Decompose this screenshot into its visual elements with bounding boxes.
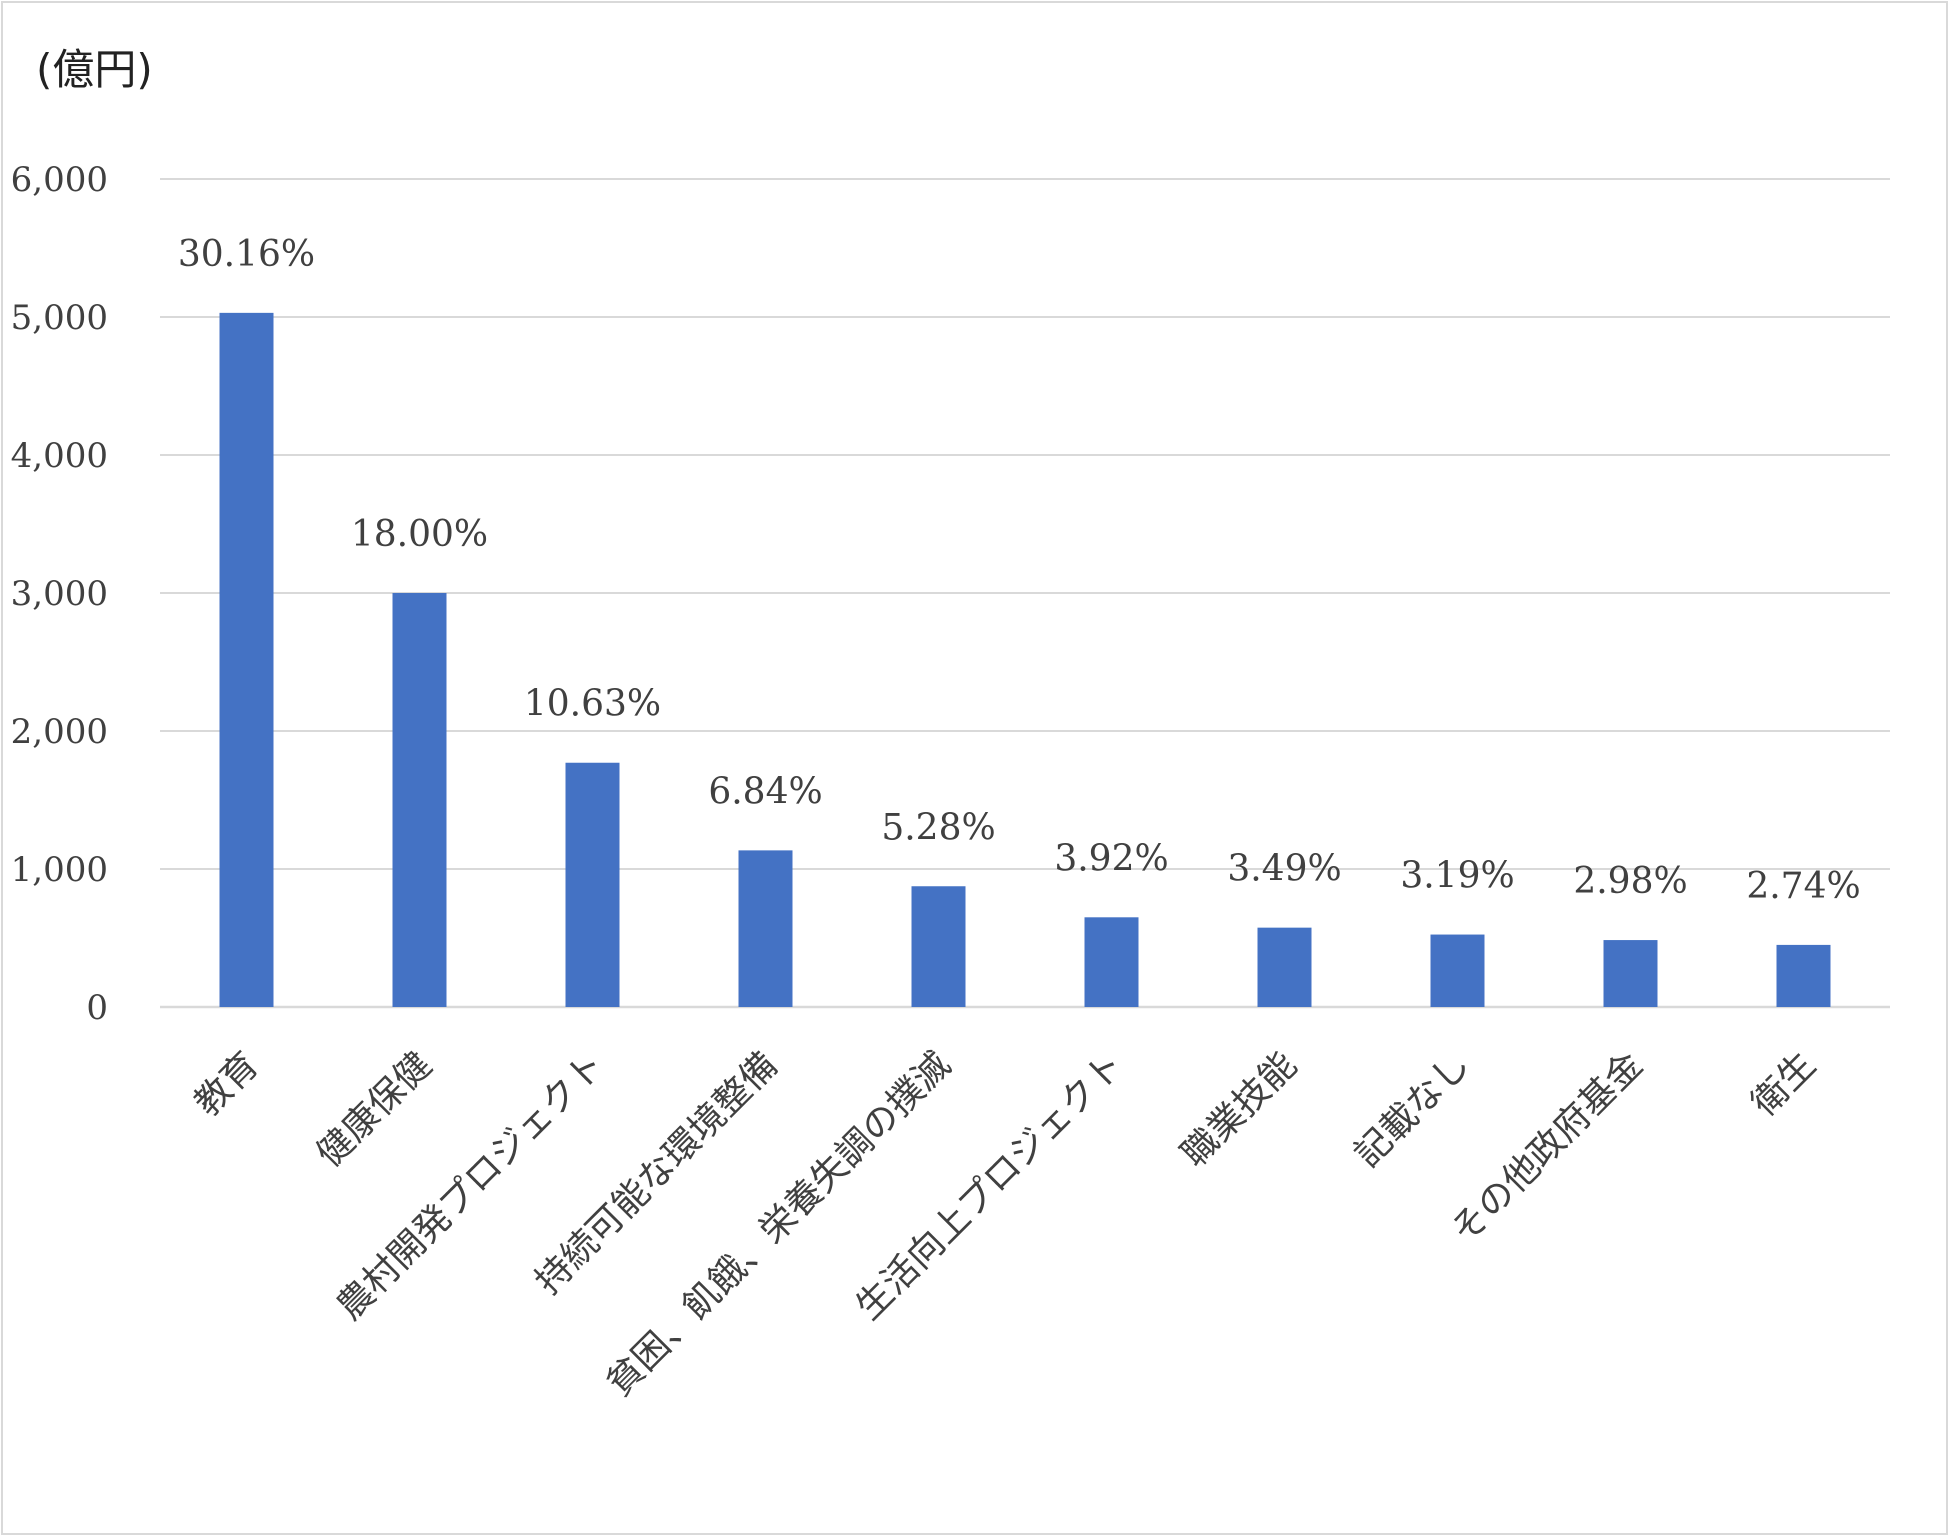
category-label: 貧困、飢餓、栄養失調の撲滅 [599, 1044, 959, 1404]
y-tick-label: 1,000 [11, 850, 108, 890]
bar-1 [219, 312, 274, 1007]
data-label: 3.19% [1400, 856, 1514, 897]
y-tick-label: 0 [86, 988, 108, 1028]
bar-9 [1603, 940, 1658, 1007]
data-label: 10.63% [524, 684, 661, 725]
data-label: 6.84% [708, 771, 822, 812]
bar-3 [565, 762, 620, 1007]
bar-7 [1257, 927, 1312, 1007]
category-label: 衛生 [1744, 1044, 1824, 1124]
category-label: 職業技能 [1174, 1044, 1305, 1175]
category-label: 教育 [187, 1044, 267, 1124]
bars [219, 312, 1831, 1007]
category-labels: 教育 健康保健農村開発プロジェクト持続可能な環境整備貧困、飢餓、栄養失調の撲滅生活… [187, 1044, 1824, 1404]
y-tick-label: 3,000 [11, 574, 108, 614]
y-axis-unit-label: (億円) [36, 45, 153, 94]
data-label: 3.92% [1054, 838, 1168, 879]
gridlines [160, 178, 1890, 1009]
data-label: 18.00% [351, 514, 488, 555]
data-label: 2.74% [1746, 866, 1860, 907]
bar-6 [1084, 917, 1139, 1007]
bar-2 [392, 593, 447, 1007]
data-label: 3.49% [1227, 849, 1341, 890]
y-tick-label: 6,000 [11, 160, 108, 200]
y-axis-ticks: 0 1,000 2,000 3,000 4,000 5,000 6,000 [11, 160, 108, 1028]
y-tick-label: 5,000 [11, 298, 108, 338]
bar-10 [1776, 944, 1831, 1007]
category-label: 健康保健 [309, 1044, 440, 1175]
data-labels: 30.16% 18.00% 10.63% 6.84% 5.28% 3.92% 3.49% 3.… [178, 234, 1861, 907]
data-label: 30.16% [178, 234, 315, 275]
data-label: 5.28% [881, 807, 995, 848]
bar-4 [738, 850, 793, 1007]
y-tick-label: 2,000 [11, 712, 108, 752]
data-label: 2.98% [1573, 861, 1687, 902]
category-label: 記載なし [1347, 1044, 1478, 1175]
bar-8 [1430, 934, 1485, 1007]
bar-5 [911, 886, 966, 1007]
y-tick-label: 4,000 [11, 436, 108, 476]
